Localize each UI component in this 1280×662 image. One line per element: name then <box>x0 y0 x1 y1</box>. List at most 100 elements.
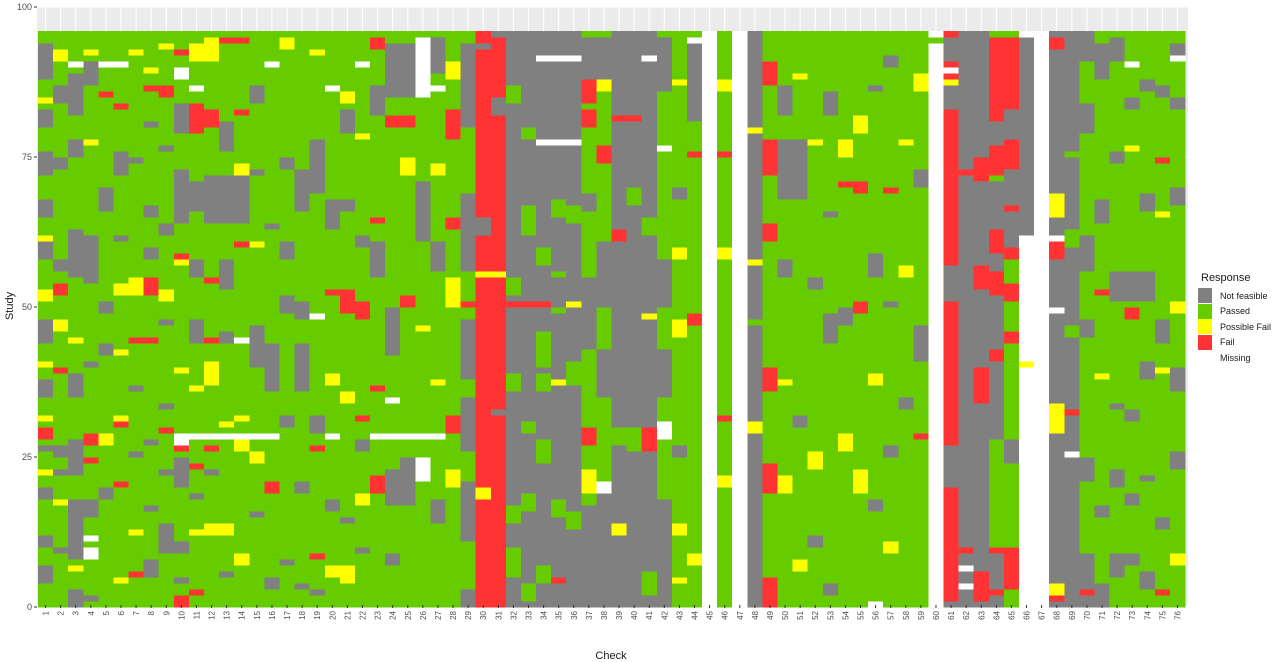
heatmap-cell <box>868 601 884 608</box>
heatmap-cell <box>626 427 642 452</box>
heatmap-cell <box>53 259 69 272</box>
heatmap-cell <box>38 97 54 104</box>
heatmap-cell <box>671 523 688 536</box>
heatmap-cell <box>279 241 295 260</box>
heatmap-cell <box>460 127 476 194</box>
heatmap-cell <box>505 391 522 506</box>
heatmap-cell <box>671 319 688 338</box>
heatmap-cell <box>641 235 658 314</box>
heatmap-cell <box>777 277 793 380</box>
y-tick-label: 75 <box>22 152 32 162</box>
heatmap-cell <box>234 223 250 242</box>
heatmap-cell <box>671 247 688 260</box>
heatmap-cell <box>1003 247 1020 260</box>
heatmap-cell <box>143 559 160 578</box>
heatmap-cell <box>173 367 190 374</box>
heatmap-cell <box>1049 595 1065 602</box>
heatmap-cell <box>83 547 99 560</box>
heatmap-cell <box>656 145 673 152</box>
heatmap-cell <box>1094 223 1110 290</box>
heatmap-cell <box>505 31 522 86</box>
heatmap-cell <box>219 523 235 536</box>
heatmap-cell <box>837 451 854 608</box>
heatmap-cell <box>1064 457 1080 608</box>
heatmap-cell <box>294 211 310 302</box>
heatmap-cell <box>837 139 854 158</box>
heatmap-cell <box>370 223 386 242</box>
heatmap-cell <box>988 37 1005 122</box>
heatmap-cell <box>324 31 341 86</box>
x-tick-label: 60 <box>932 610 941 619</box>
heatmap-cell <box>475 217 492 236</box>
heatmap-cell <box>249 169 265 176</box>
heatmap-cell <box>385 439 401 470</box>
heatmap-cell <box>430 433 446 440</box>
heatmap-cell <box>581 211 597 278</box>
heatmap-cell <box>536 307 552 332</box>
heatmap-cell <box>490 271 507 278</box>
heatmap-cell <box>520 307 537 422</box>
heatmap-cell <box>566 361 582 386</box>
heatmap-cell <box>1169 301 1186 314</box>
heatmap-cell <box>973 157 990 182</box>
heatmap-cell <box>762 139 778 176</box>
heatmap-cell <box>173 265 190 368</box>
heatmap-cell <box>581 469 597 494</box>
x-tick-label: 32 <box>509 610 518 619</box>
heatmap-cell <box>913 31 929 74</box>
heatmap-cell <box>188 391 205 434</box>
heatmap-cell <box>339 133 356 200</box>
heatmap-cell <box>777 139 793 200</box>
heatmap-cell <box>128 385 144 392</box>
heatmap-cell <box>656 31 673 38</box>
x-tick-label: 48 <box>751 610 760 619</box>
heatmap-cell <box>113 295 129 350</box>
heatmap-cell <box>38 469 54 476</box>
heatmap-cell <box>249 367 265 434</box>
heatmap-cell <box>400 433 416 440</box>
heatmap-cell <box>143 337 160 344</box>
heatmap-cell <box>38 175 54 200</box>
heatmap-cell <box>1049 583 1065 596</box>
heatmap-cell <box>309 415 326 434</box>
heatmap-cell <box>53 331 69 368</box>
heatmap-cell <box>53 505 69 548</box>
heatmap-cell <box>173 577 190 584</box>
heatmap-cell <box>671 187 688 200</box>
heatmap-cell <box>505 301 522 308</box>
heatmap-cell <box>566 223 582 302</box>
heatmap-cell <box>98 301 114 314</box>
heatmap-cell <box>188 535 205 590</box>
heatmap-cell <box>686 325 703 554</box>
heatmap-cell <box>717 259 733 416</box>
heatmap-cell <box>1154 595 1171 608</box>
heatmap-cell <box>536 139 552 146</box>
heatmap-cell <box>852 31 869 116</box>
heatmap-cell <box>792 415 808 428</box>
heatmap-cell <box>958 565 975 572</box>
heatmap-cell <box>475 43 492 50</box>
heatmap-cell <box>762 31 778 62</box>
heatmap-cell <box>762 175 778 224</box>
x-tick-label: 9 <box>162 610 171 615</box>
heatmap-cell <box>1139 571 1156 590</box>
heatmap-cell <box>973 265 990 290</box>
x-tick-label: 52 <box>811 610 820 619</box>
heatmap-cell <box>38 379 54 398</box>
heatmap-cell <box>581 427 597 446</box>
heatmap-cell <box>822 313 839 344</box>
heatmap-cell <box>852 181 869 194</box>
heatmap-cell <box>354 553 371 608</box>
x-tick-label: 61 <box>947 610 956 619</box>
heatmap-cell <box>717 91 733 152</box>
heatmap-cell <box>279 37 295 50</box>
x-tick-label: 50 <box>781 610 790 619</box>
heatmap-cell <box>1064 415 1080 452</box>
heatmap-cell <box>324 289 341 296</box>
heatmap-cell <box>173 451 190 458</box>
heatmap-cell <box>1079 271 1095 320</box>
heatmap-cell <box>188 259 205 278</box>
heatmap-cell <box>551 199 567 218</box>
heatmap-cell <box>38 259 54 290</box>
heatmap-cell <box>1109 553 1125 578</box>
